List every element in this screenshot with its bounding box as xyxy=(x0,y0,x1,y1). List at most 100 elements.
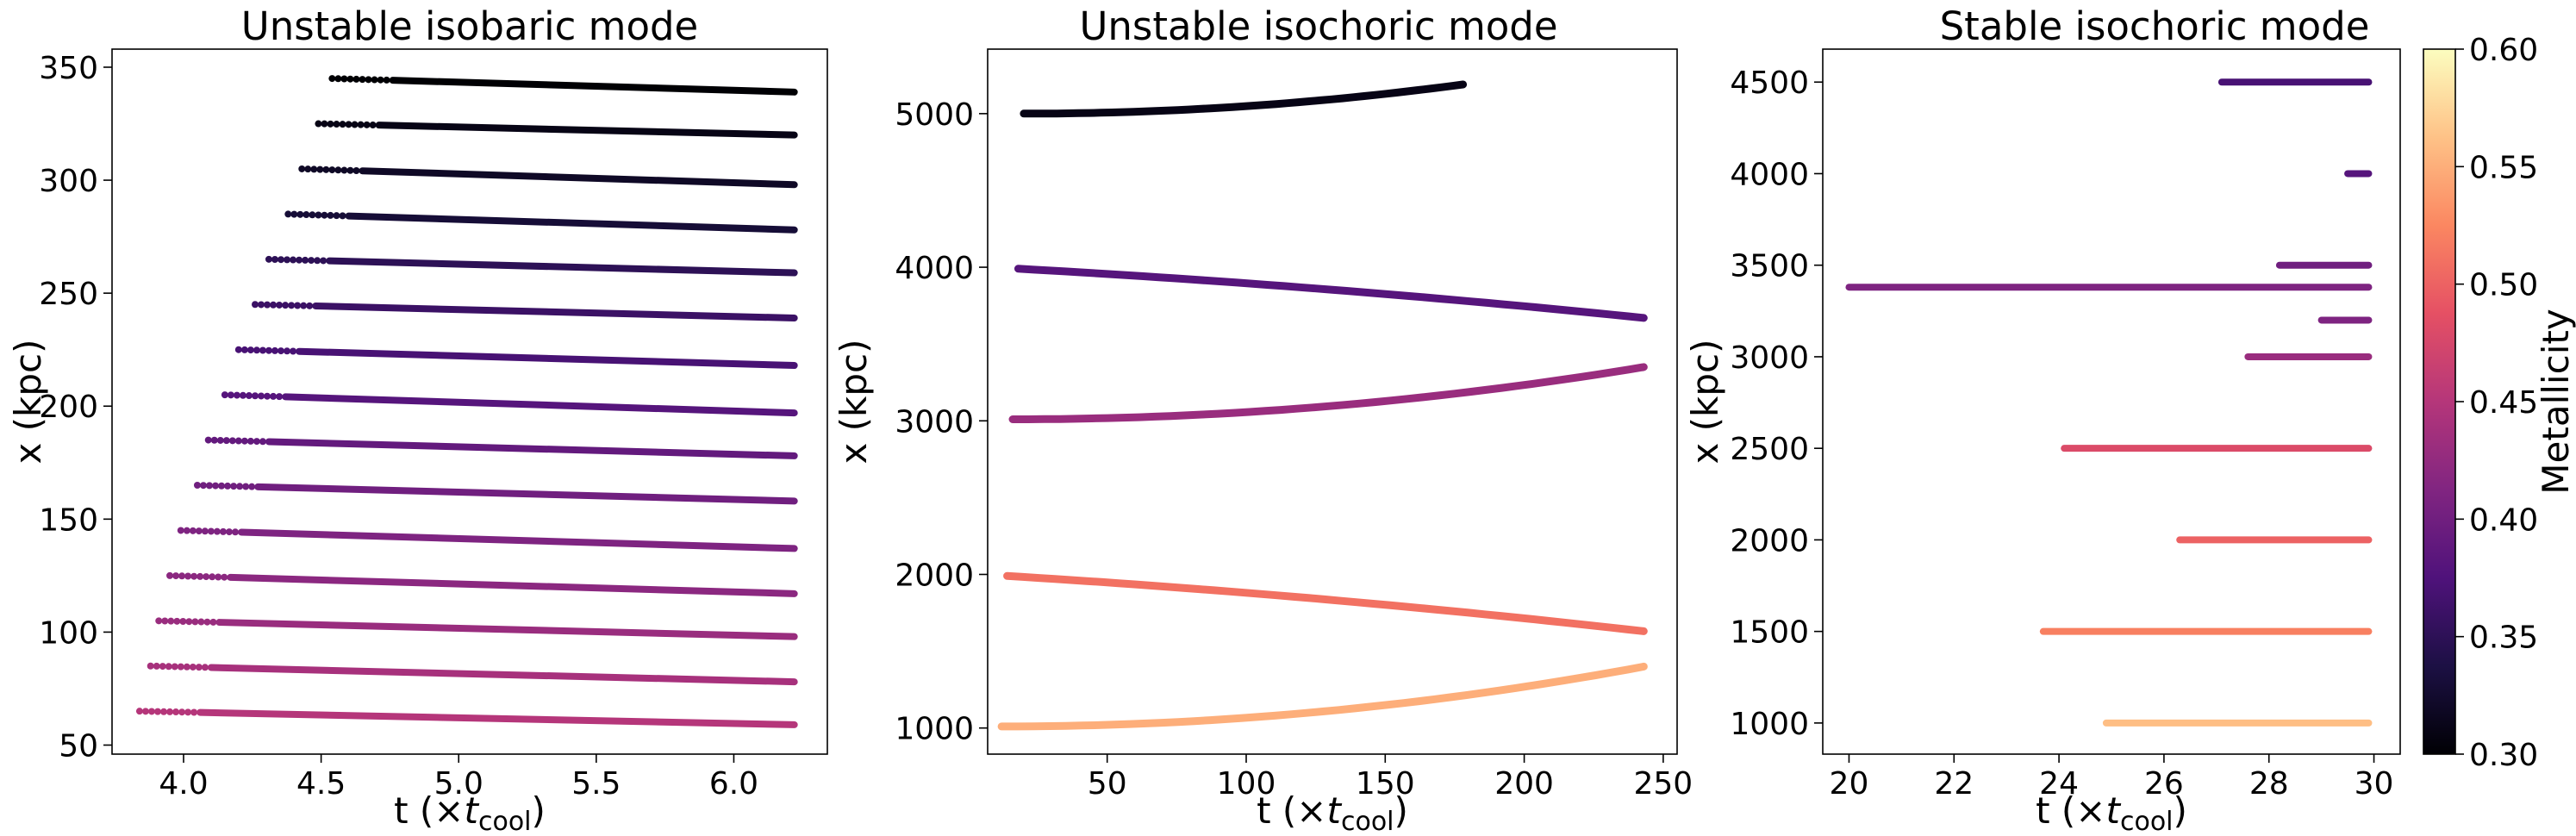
data-point xyxy=(334,166,342,174)
data-point xyxy=(308,257,315,265)
data-point xyxy=(160,708,168,715)
data-point xyxy=(252,392,259,400)
x-tick-label: 5.0 xyxy=(434,766,483,802)
data-point xyxy=(189,527,196,534)
y-tick-label: 1000 xyxy=(895,712,974,747)
panel-unstable-isochoric: Unstable isochoric mode 50 100 150 200 250 1… xyxy=(833,3,1693,836)
data-point xyxy=(333,212,340,220)
series-line xyxy=(227,573,798,597)
colorbar-label: Metallicity xyxy=(2535,309,2576,494)
y-axis-ticks: 50 100 150 200 250 300 350 xyxy=(39,51,112,764)
data-point xyxy=(304,165,312,173)
data-point xyxy=(327,211,334,219)
x-tick-label: 4.5 xyxy=(296,766,346,802)
data-point xyxy=(246,346,254,354)
data-point xyxy=(265,255,272,263)
data-point xyxy=(288,302,296,309)
data-point xyxy=(212,482,220,490)
data-point xyxy=(221,391,228,399)
data-point xyxy=(177,663,184,671)
data-point xyxy=(365,76,372,84)
data-point xyxy=(339,212,346,220)
y-tick-label: 3000 xyxy=(895,404,974,440)
data-point xyxy=(209,573,216,581)
data-point xyxy=(363,121,371,128)
data-point xyxy=(234,346,242,353)
colorbar-tick-label: 0.55 xyxy=(2469,150,2538,185)
data-point xyxy=(199,482,207,490)
panel-stable-isochoric: Stable isochoric mode 20 22 24 26 28 30 10001… xyxy=(1684,3,2401,836)
data-point xyxy=(178,572,186,580)
x-tick-label: 22 xyxy=(1934,766,1974,802)
data-point xyxy=(240,346,248,353)
data-point xyxy=(284,256,291,264)
data-point xyxy=(183,527,190,534)
y-axis-label: x (kpc) xyxy=(833,339,875,464)
plot-frame xyxy=(111,48,828,755)
x-tick-label: 6.0 xyxy=(709,766,758,802)
data-point xyxy=(339,121,346,128)
x-axis-ticks: 4.0 4.5 5.0 5.5 6.0 xyxy=(159,754,758,802)
data-point xyxy=(298,165,306,172)
data-point xyxy=(259,438,266,446)
data-point xyxy=(276,393,284,401)
data-point xyxy=(197,618,205,626)
data-point xyxy=(328,75,336,83)
chart-title: Unstable isobaric mode xyxy=(241,3,698,49)
y-axis-label: x (kpc) xyxy=(1684,339,1726,464)
data-point xyxy=(183,663,190,671)
data-point xyxy=(383,76,390,84)
y-tick-label: 2500 xyxy=(1730,432,1809,467)
data-point xyxy=(161,617,169,625)
plot-frame xyxy=(1822,48,2401,755)
series-line xyxy=(207,664,798,686)
y-tick-label: 4500 xyxy=(1730,66,1809,101)
data-point xyxy=(227,391,234,399)
data-point xyxy=(203,573,210,581)
data-point xyxy=(294,302,302,309)
data-point xyxy=(178,708,186,716)
y-tick-label: 200 xyxy=(39,390,98,425)
series-line xyxy=(265,438,798,459)
x-axis-ticks: 20 22 24 26 28 30 xyxy=(1830,754,2394,802)
panel-unstable-isobaric: Unstable isobaric mode 4.0 4.5 5.0 5.5 6.0 5… xyxy=(7,3,828,836)
data-point xyxy=(234,437,242,445)
data-point xyxy=(230,483,238,490)
data-point xyxy=(340,166,348,174)
data-point xyxy=(167,617,175,625)
y-tick-label: 5000 xyxy=(895,97,974,133)
data-point xyxy=(189,663,196,671)
data-point xyxy=(276,301,284,309)
data-point xyxy=(155,617,163,625)
data-point xyxy=(253,346,260,354)
data-point xyxy=(265,346,272,354)
y-tick-label: 4000 xyxy=(895,251,974,286)
data-point xyxy=(173,617,181,625)
data-point xyxy=(321,211,328,219)
data-point xyxy=(369,122,377,129)
series-line xyxy=(997,662,1648,731)
series-line xyxy=(389,77,798,96)
y-tick-label: 300 xyxy=(39,164,98,199)
data-point xyxy=(351,121,359,128)
series-line xyxy=(282,393,798,417)
data-point xyxy=(314,257,321,265)
data-point xyxy=(147,662,154,670)
data-point xyxy=(278,256,285,264)
data-point xyxy=(315,211,322,219)
colorbar-tick-label: 0.30 xyxy=(2469,738,2538,773)
x-axis-ticks: 50 100 150 200 250 xyxy=(1088,754,1693,802)
data-point xyxy=(357,121,365,128)
series-line xyxy=(359,167,798,189)
data-point xyxy=(258,392,265,400)
colorbar-tick-label: 0.45 xyxy=(2469,385,2538,421)
data-point xyxy=(190,708,198,716)
x-tick-label: 30 xyxy=(2355,766,2394,802)
y-tick-label: 150 xyxy=(39,502,98,538)
x-tick-label: 100 xyxy=(1217,766,1276,802)
data-point xyxy=(201,664,209,671)
y-tick-label: 250 xyxy=(39,277,98,312)
data-point xyxy=(290,347,297,355)
series-line xyxy=(312,303,798,321)
data-point xyxy=(352,75,360,83)
